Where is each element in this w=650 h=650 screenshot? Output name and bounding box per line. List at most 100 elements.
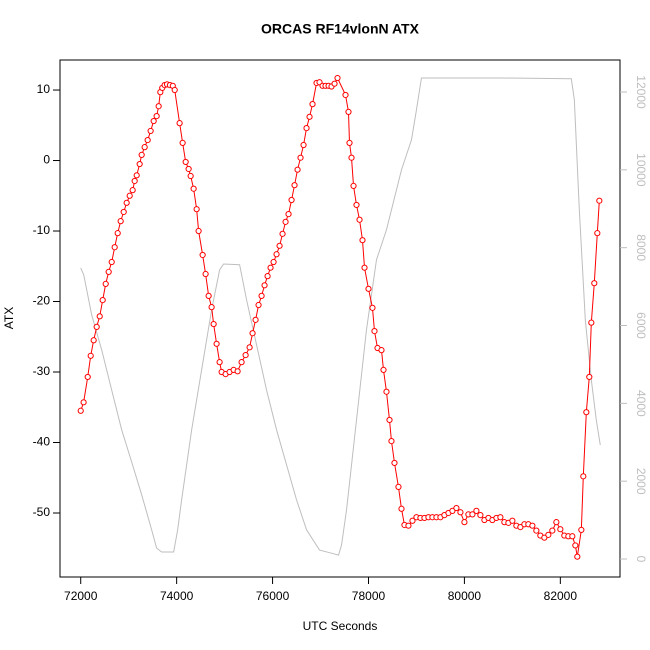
- data-point: [361, 264, 368, 271]
- data-point: [108, 258, 115, 266]
- data-point: [574, 553, 581, 560]
- data-point: [213, 340, 220, 347]
- y-tick-label: -20: [33, 294, 51, 308]
- data-point: [588, 319, 595, 326]
- data-point: [309, 101, 316, 108]
- data-point: [176, 120, 183, 127]
- data-point: [255, 301, 262, 309]
- data-point: [350, 182, 357, 190]
- data-point: [238, 359, 245, 366]
- x-tick-label: 82000: [544, 589, 578, 603]
- data-point: [144, 136, 151, 144]
- data-point: [553, 519, 560, 526]
- data-point: [193, 206, 200, 213]
- data-point: [114, 230, 121, 237]
- data-point: [77, 407, 84, 414]
- data-point: [288, 196, 295, 204]
- x-tick-label: 80000: [448, 589, 482, 603]
- data-point: [369, 304, 376, 311]
- y-tick-label: -10: [33, 223, 51, 237]
- data-point: [348, 154, 355, 161]
- x-tick-label: 74000: [160, 589, 194, 603]
- data-point: [153, 113, 160, 120]
- data-point: [391, 459, 398, 467]
- data-point: [187, 172, 194, 180]
- data-point: [331, 80, 338, 87]
- x-tick-label: 78000: [352, 589, 386, 603]
- data-point: [205, 292, 212, 299]
- data-point: [90, 337, 97, 344]
- data-point: [409, 517, 416, 524]
- data-point: [261, 282, 268, 289]
- data-point: [80, 399, 87, 406]
- data-point: [549, 527, 556, 534]
- y2-tick-label: 0: [634, 556, 648, 563]
- x-tick-label: 72000: [64, 589, 98, 603]
- data-point: [297, 154, 304, 161]
- data-point: [96, 313, 103, 320]
- data-point: [461, 519, 468, 526]
- data-point: [216, 359, 223, 366]
- data-point: [591, 280, 598, 287]
- y2-tick-label: 4000: [634, 390, 648, 417]
- data-point: [580, 473, 587, 480]
- data-point: [195, 227, 202, 235]
- data-point: [171, 86, 178, 94]
- data-point: [208, 304, 215, 311]
- chart-title: ORCAS RF14vlonN ATX: [261, 21, 420, 37]
- data-point: [126, 192, 133, 199]
- data-point: [185, 165, 192, 173]
- y2-tick-label: 2000: [634, 468, 648, 495]
- data-point: [131, 177, 138, 185]
- data-point: [276, 242, 283, 249]
- data-point: [586, 373, 593, 381]
- data-point: [285, 210, 292, 218]
- data-point: [264, 273, 271, 280]
- data-point: [202, 270, 209, 278]
- data-point: [294, 166, 301, 173]
- y-axis-label: ATX: [2, 307, 16, 329]
- data-point: [371, 328, 378, 335]
- data-point: [596, 197, 603, 204]
- data-point: [398, 505, 405, 512]
- data-point: [383, 388, 390, 395]
- data-point: [129, 187, 136, 194]
- data-point: [111, 244, 118, 251]
- data-point: [353, 201, 360, 209]
- data-point: [102, 280, 109, 287]
- data-point: [533, 527, 540, 534]
- y-tick-label: 0: [43, 153, 50, 167]
- x-axis-label: UTC Seconds: [303, 619, 378, 633]
- data-point: [234, 368, 241, 375]
- data-point: [300, 141, 307, 149]
- data-point: [273, 251, 280, 258]
- y-tick-label: -40: [33, 435, 51, 449]
- data-point: [578, 526, 585, 534]
- data-point: [258, 292, 265, 299]
- data-point: [291, 182, 298, 189]
- data-point: [356, 216, 363, 223]
- data-point: [529, 522, 536, 529]
- data-point: [279, 230, 286, 237]
- data-point: [120, 208, 127, 216]
- y2-tick-label: 6000: [634, 312, 648, 339]
- data-point: [334, 74, 341, 82]
- data-point: [365, 285, 372, 292]
- data-point: [306, 113, 313, 120]
- data-point: [105, 268, 112, 276]
- data-point: [303, 124, 310, 132]
- data-point: [136, 160, 143, 168]
- y2-tick-label: 10000: [634, 153, 648, 187]
- data-point: [84, 373, 91, 381]
- data-point: [572, 542, 579, 549]
- data-point: [252, 316, 259, 323]
- data-point: [378, 347, 385, 354]
- data-point: [359, 237, 366, 244]
- data-point: [497, 514, 504, 521]
- series-line: [80, 77, 601, 556]
- data-point: [509, 517, 516, 524]
- data-point: [469, 511, 476, 518]
- data-point: [583, 409, 590, 416]
- y-tick-label: -30: [33, 364, 51, 378]
- data-point: [395, 483, 402, 491]
